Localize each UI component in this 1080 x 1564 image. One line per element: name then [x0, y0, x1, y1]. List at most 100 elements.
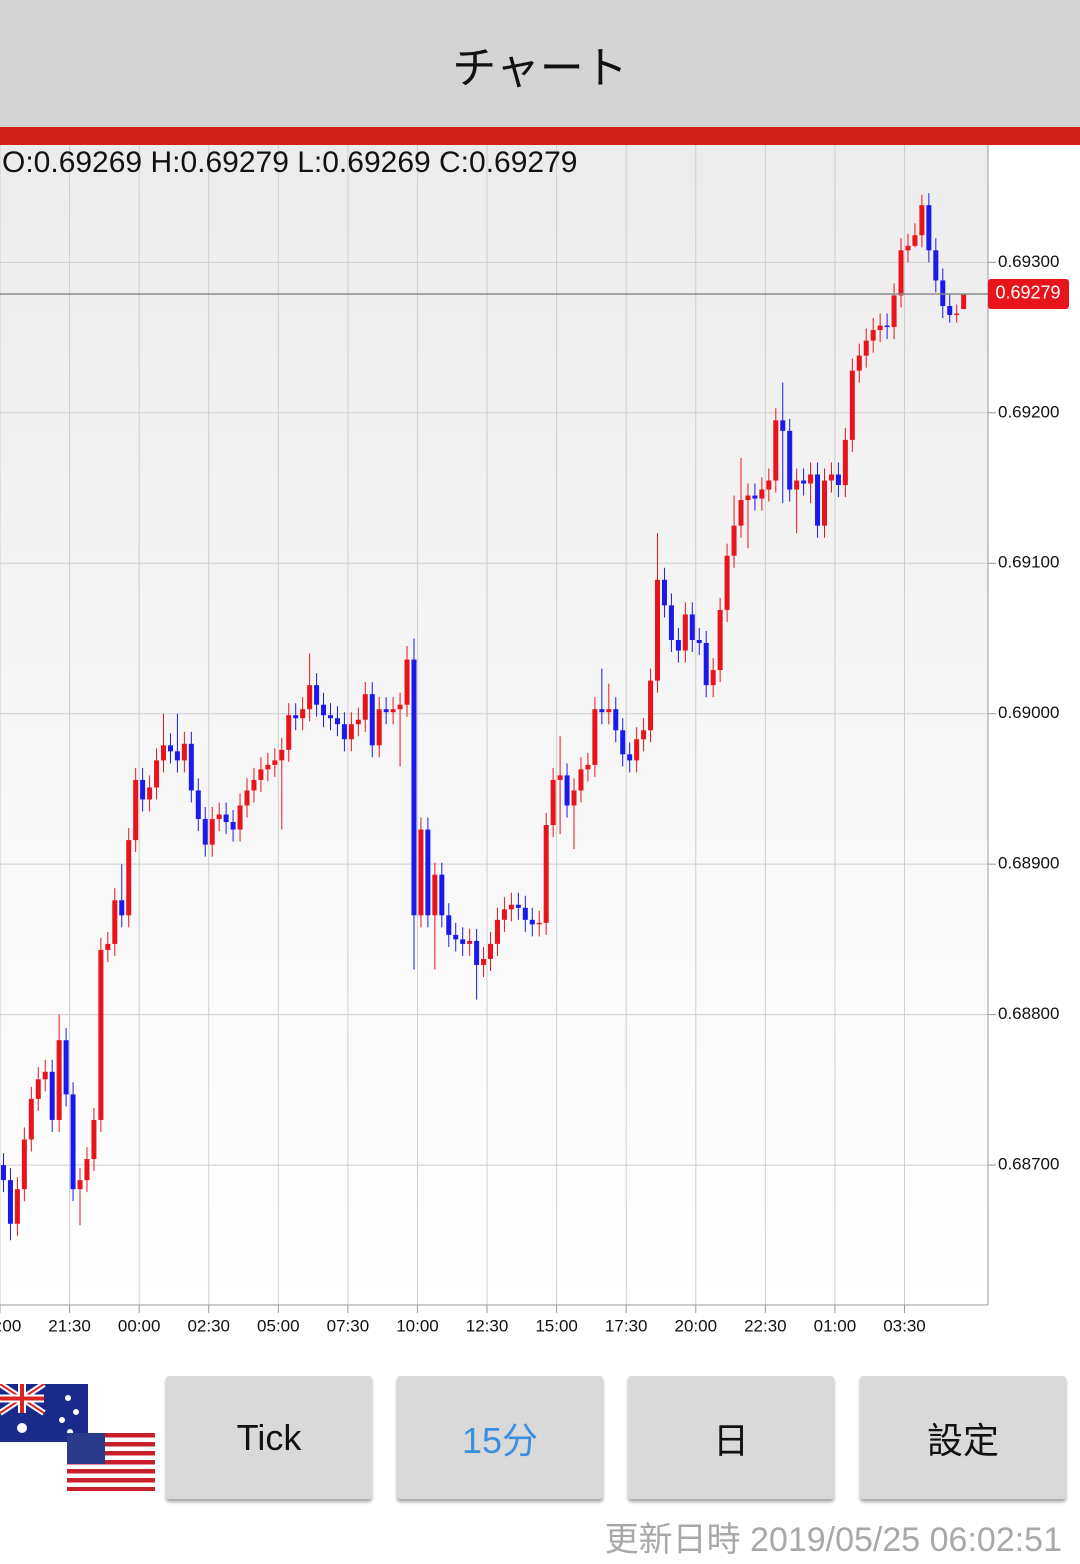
candle-body — [446, 915, 452, 935]
candle-body — [696, 639, 702, 644]
candle-body — [174, 751, 180, 761]
candle-body — [634, 739, 640, 761]
candle-body — [105, 943, 111, 950]
currency-pair-icon — [0, 1384, 155, 1491]
button[interactable]: 15分 — [397, 1376, 603, 1499]
update-value: 2019/05/25 06:02:51 — [750, 1521, 1062, 1559]
candle-body — [0, 1165, 6, 1181]
candle-body — [842, 439, 848, 486]
x-tick-label: 21:30 — [48, 1316, 91, 1335]
candle-body — [181, 743, 187, 761]
candle-body — [154, 760, 160, 788]
candle-body — [661, 579, 667, 606]
candle-body — [641, 730, 647, 740]
candle-body — [731, 525, 737, 556]
candle-body — [63, 1040, 69, 1095]
candle-body — [453, 934, 459, 940]
candle-body — [460, 939, 466, 944]
candle-body — [307, 685, 313, 710]
y-tick-label: 0.69100 — [998, 553, 1059, 572]
candle-body — [815, 474, 821, 526]
candle-body — [564, 775, 570, 806]
candle-body — [961, 293, 967, 309]
candle-body — [432, 874, 438, 916]
candle-body — [926, 205, 932, 251]
y-tick-label: 0.68900 — [998, 854, 1059, 873]
candle-body — [592, 709, 598, 765]
y-tick-label: 0.68800 — [998, 1004, 1059, 1023]
candle-body — [794, 480, 800, 490]
candle-body — [209, 819, 215, 845]
candle-body — [98, 949, 104, 1120]
x-tick-label: 19:00 — [0, 1316, 21, 1335]
candle-body — [898, 250, 904, 296]
candle-body — [668, 605, 674, 640]
candle-body — [529, 919, 535, 925]
candle-body — [787, 430, 793, 490]
candle-body — [613, 709, 619, 731]
candle-body — [481, 958, 487, 965]
x-tick-label: 20:00 — [675, 1316, 718, 1335]
update-time: 更新日時 2019/05/25 06:02:51 — [605, 1512, 1062, 1561]
candle-body — [467, 940, 473, 944]
candle-body — [439, 874, 445, 916]
candle-body — [912, 235, 918, 246]
candle-body — [272, 760, 278, 765]
candle-body — [84, 1159, 90, 1181]
header-title: チャート — [452, 42, 628, 94]
candle-body — [314, 685, 320, 705]
last-price-label: 0.69279 — [995, 283, 1060, 303]
candle-body — [710, 670, 716, 686]
candle-body — [557, 775, 563, 780]
candle-body — [870, 330, 876, 341]
x-tick-label: 10:00 — [396, 1316, 439, 1335]
candle-body — [425, 829, 431, 916]
candle-body — [571, 790, 577, 806]
candle-body — [362, 694, 368, 720]
y-tick-label: 0.69200 — [998, 402, 1059, 421]
candle-body — [293, 715, 299, 719]
candle-body — [369, 694, 375, 746]
candle-body — [251, 779, 257, 791]
x-tick-label: 05:00 — [257, 1316, 300, 1335]
candle-body — [161, 745, 167, 761]
candle-body — [919, 205, 925, 236]
candle-body — [675, 639, 681, 651]
x-tick-label: 12:30 — [466, 1316, 509, 1335]
candle-body — [230, 822, 236, 830]
candle-body — [655, 579, 661, 681]
candle-body — [947, 305, 953, 316]
candle-body — [404, 659, 410, 705]
candle-body — [112, 900, 118, 944]
candle-body — [905, 245, 911, 251]
candle-body — [376, 709, 382, 746]
candle-body — [474, 940, 480, 965]
button[interactable]: Tick — [166, 1376, 372, 1499]
candle-body — [321, 704, 327, 716]
candle-body — [821, 480, 827, 526]
button[interactable]: 設定 — [860, 1376, 1066, 1499]
candle-body — [745, 495, 751, 501]
candle-body — [42, 1071, 48, 1080]
candle-body — [300, 709, 306, 719]
candle-body — [28, 1098, 34, 1140]
button[interactable]: 日 — [628, 1376, 834, 1499]
candle-body — [682, 614, 688, 651]
candle-body — [188, 743, 194, 791]
update-label: 更新日時 — [604, 1521, 741, 1559]
candle-body — [536, 922, 542, 925]
candle-body — [585, 764, 591, 770]
x-tick-label: 15:00 — [535, 1316, 578, 1335]
candle-body — [703, 643, 709, 686]
candle-body — [752, 495, 758, 499]
ohlc-label: O:0.69269 H:0.69279 L:0.69269 C:0.69279 — [2, 146, 577, 179]
candle-body — [808, 474, 814, 484]
candle-body — [126, 840, 132, 916]
candle-body — [738, 500, 744, 526]
candle-body — [119, 900, 125, 916]
candle-body — [244, 790, 250, 806]
last-price-badge — [988, 278, 1069, 309]
candle-body — [397, 704, 403, 710]
candle-body — [780, 420, 786, 431]
candle-body — [773, 420, 779, 481]
